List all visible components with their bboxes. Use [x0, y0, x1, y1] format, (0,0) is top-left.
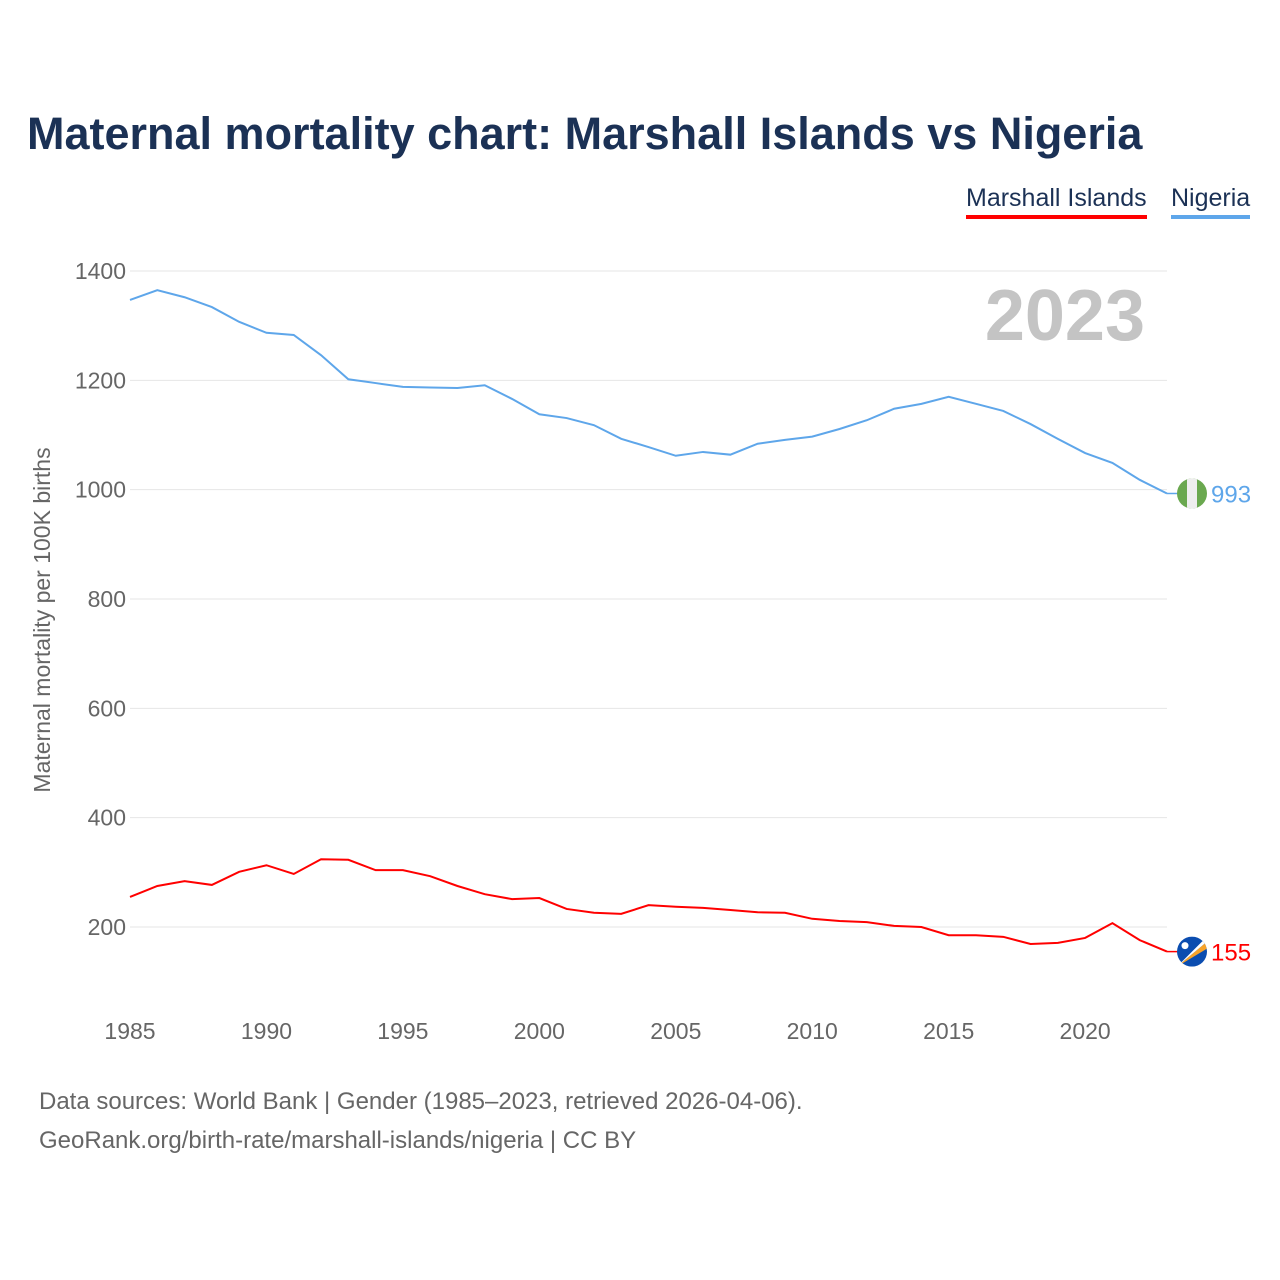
x-tick-label: 1985	[104, 1018, 155, 1044]
series-line-nigeria	[129, 289, 1168, 495]
legend-nigeria[interactable]: Nigeria	[1171, 184, 1251, 219]
chart-title: Maternal mortality chart: Marshall Islan…	[27, 108, 1143, 159]
x-tick-label: 2005	[650, 1018, 701, 1044]
y-tick-label: 200	[88, 914, 126, 940]
x-tick-label: 1990	[241, 1018, 292, 1044]
marshall-islands-flag-icon	[1177, 936, 1207, 967]
year-watermark: 2023	[985, 276, 1145, 356]
y-axis-label: Maternal mortality per 100K births	[29, 447, 55, 792]
legend-marshall-islands[interactable]: Marshall Islands	[966, 184, 1147, 219]
flag-star	[1181, 942, 1189, 950]
y-tick-label: 400	[88, 805, 126, 831]
x-tick-label: 2020	[1060, 1018, 1111, 1044]
x-tick-label: 2010	[787, 1018, 838, 1044]
y-tick-label: 1400	[75, 258, 126, 284]
y-tick-label: 600	[88, 695, 126, 721]
x-tick-label: 1995	[377, 1018, 428, 1044]
series-line-marshall-islands	[129, 858, 1168, 953]
end-value-label: 155	[1211, 940, 1251, 967]
flag-white	[1187, 478, 1197, 509]
footer-credit: GeoRank.org/birth-rate/marshall-islands/…	[39, 1127, 637, 1154]
end-value-label: 993	[1211, 481, 1251, 508]
y-tick-label: 1200	[75, 367, 126, 393]
x-tick-label: 2015	[923, 1018, 974, 1044]
footer-sources: Data sources: World Bank | Gender (1985–…	[39, 1088, 803, 1115]
x-tick-label: 2000	[514, 1018, 565, 1044]
y-tick-label: 1000	[75, 477, 126, 503]
flag-white	[1177, 936, 1207, 967]
y-tick-label: 800	[88, 586, 126, 612]
nigeria-flag-icon	[1177, 478, 1207, 509]
